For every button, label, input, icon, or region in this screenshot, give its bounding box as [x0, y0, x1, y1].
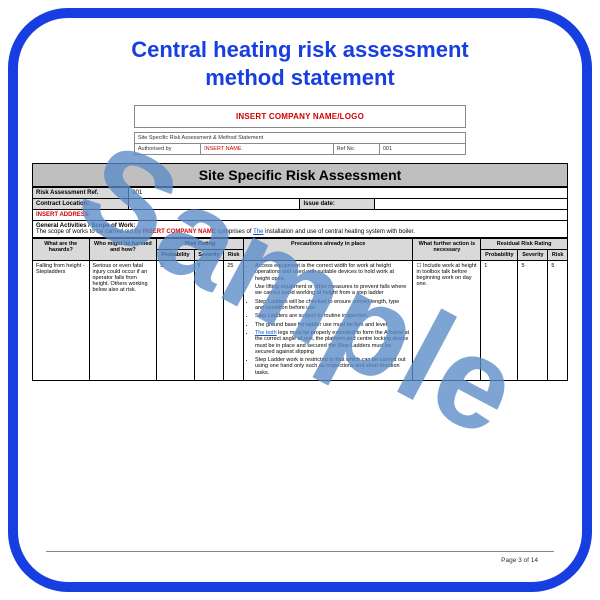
scope-row: General Activities / Scope of Work: The …: [33, 221, 568, 238]
cell-rsev: 5: [518, 261, 548, 381]
col-precautions: Precautions already in place: [243, 239, 413, 261]
contract-label: Contract Location:: [33, 199, 129, 210]
page-title: Central heating risk assessment method s…: [32, 36, 568, 91]
cell-hazard: Falling from height - Stepladders: [33, 261, 90, 381]
ra-ref-value: 001: [129, 188, 568, 199]
issue-value: [375, 199, 568, 210]
scope-company: INSERT COMPANY NAME: [143, 229, 216, 235]
col-rsev: Severity: [518, 250, 548, 261]
cell-further: Include work at height in toolbox talk b…: [413, 261, 481, 381]
issue-label: Issue date:: [300, 199, 375, 210]
col-rrisk: Risk: [548, 250, 568, 261]
data-row: Falling from height - Stepladders Seriou…: [33, 261, 568, 381]
logo-placeholder: INSERT COMPANY NAME/LOGO: [134, 105, 466, 128]
prec-4: The ground base for ladder use must be f…: [255, 322, 410, 328]
frame: Central heating risk assessment method s…: [8, 8, 592, 592]
cell-prob: 5: [157, 261, 194, 381]
page-number: Page 3 of 14: [501, 557, 538, 564]
cell-rprob: 1: [481, 261, 518, 381]
cell-sev: 5: [194, 261, 224, 381]
header-block: Risk Assessment Ref. 001 Contract Locati…: [32, 187, 568, 238]
scope-mid: comprises of: [218, 229, 254, 235]
col-sev: Severity: [194, 250, 224, 261]
auth-value: INSERT NAME: [201, 144, 334, 155]
prec-2: Step Ladders will be checked to ensure c…: [255, 299, 410, 312]
title-line-2: method statement: [205, 65, 394, 90]
document-title: Site Specific Risk Assessment: [32, 163, 568, 187]
doc-type-label: Site Specific Risk Assessment & Method S…: [134, 133, 465, 144]
col-further: What further action is necessary: [413, 239, 481, 261]
refno-label: Ref No.: [333, 144, 379, 155]
prec-6: Step Ladder work is restricted to that w…: [255, 357, 410, 376]
col-risk-rating: Risk Rating: [157, 239, 244, 250]
cell-rrisk: 5: [548, 261, 568, 381]
risk-grid: What are the hazards? Who might be harme…: [32, 238, 568, 381]
col-who: Who might be harmed and how?: [89, 239, 157, 261]
refno-value: 001: [379, 144, 465, 155]
auth-label: Authorised by: [134, 144, 200, 155]
prec-1: Use lifting equipment or other measures …: [255, 284, 410, 297]
col-prob: Probability: [157, 250, 194, 261]
title-line-1: Central heating risk assessment: [131, 37, 468, 62]
cell-precautions: Access equipment is the correct width fo…: [243, 261, 413, 381]
prec-5: The both legs must be properly extended …: [255, 330, 410, 355]
prec-3: Step Ladders are subject to routine insp…: [255, 313, 410, 319]
cell-risk: 25: [224, 261, 244, 381]
scope-after: installation and use of central heating …: [265, 229, 415, 235]
contract-value: INSERT ADDRESS: [33, 210, 568, 221]
scope-prefix: The scope of works to be carried out by: [36, 229, 143, 235]
cell-who: Serious or even fatal injury could occur…: [89, 261, 157, 381]
prec-0: Access equipment is the correct width fo…: [255, 263, 410, 282]
content: Central heating risk assessment method s…: [18, 18, 582, 582]
footer-rule: [46, 551, 554, 552]
ra-ref-label: Risk Assessment Ref.: [33, 188, 129, 199]
scope-link: The: [253, 229, 263, 235]
col-hazards: What are the hazards?: [33, 239, 90, 261]
col-risk: Risk: [224, 250, 244, 261]
col-rprob: Probability: [481, 250, 518, 261]
meta-table: Site Specific Risk Assessment & Method S…: [134, 132, 466, 155]
col-residual: Residual Risk Rating: [481, 239, 568, 250]
